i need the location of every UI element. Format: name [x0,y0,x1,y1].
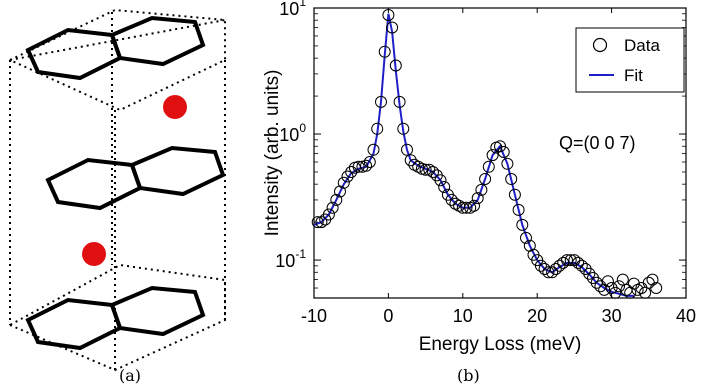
legend: Data Fit [575,27,685,93]
data-point [486,149,499,162]
data-point [334,185,346,198]
x-tick-label: 0 [383,306,393,326]
data-point [363,156,376,168]
data-point [468,199,480,212]
data-point [627,277,640,290]
data-point [616,273,629,286]
data-point [609,286,622,299]
data-point [501,157,514,170]
data-point [460,201,473,214]
y-tick-label: 100 [279,121,306,145]
y-tick-label: 10-1 [275,247,306,271]
data-point [482,160,495,173]
data-point [352,160,365,173]
data-point [386,21,399,34]
data-point [378,45,391,58]
x-axis-ticks: -10 0 10 20 30 40 [301,8,696,326]
intercalant-atom-lower [82,242,106,266]
data-point [572,256,585,269]
q-vector-annotation: Q=(0 0 7) [559,133,636,153]
x-tick-label: 10 [453,306,473,326]
data-point [479,173,492,185]
data-point [438,181,451,193]
data-point [367,143,380,156]
data-point [542,266,555,279]
data-point [382,9,395,21]
hexagon-layer-bottom [25,285,206,351]
data-point [456,201,469,214]
data-point [475,183,488,196]
x-axis-label: Energy Loss (meV) [419,334,582,355]
data-point [508,188,521,201]
data-point [371,122,384,135]
y-axis-ticks: 10-1 100 101 [275,0,686,299]
data-point [553,259,566,272]
data-point [375,95,387,108]
y-axis-label: Intensity (arb. units) [262,70,283,237]
x-tick-label: 30 [602,306,622,326]
data-point [315,216,328,229]
data-point [419,163,432,176]
data-point [401,143,413,156]
data-point [557,256,570,269]
data-point [341,170,354,183]
data-point [311,216,324,229]
data-point [575,259,588,272]
data-point [561,254,573,267]
data-point [646,273,659,286]
intercalant-atom-upper [163,95,187,119]
legend-data-label: Data [624,36,660,55]
data-point [549,263,562,275]
x-tick-label: 20 [527,306,547,326]
data-point [397,122,410,135]
data-point [434,174,447,187]
data-point [505,173,518,185]
data-point [494,140,506,153]
caption-b: (b) [457,366,480,385]
data-point [546,266,559,279]
data-point [497,146,510,158]
data-point [330,193,343,206]
data-point [613,280,625,293]
legend-data-marker [592,37,608,53]
data-point [404,154,417,167]
data-point [427,166,439,178]
data-point [471,192,484,205]
data-point [534,259,547,272]
data-point [326,201,339,214]
data-point [598,283,611,296]
data-point [564,254,577,267]
data-point [583,267,596,280]
data-point [389,59,402,72]
x-tick-label: -10 [301,306,327,326]
y-tick-label: 101 [279,0,306,19]
data-point [360,159,373,172]
spectrum-plot: -10 0 10 20 30 40 10-1 100 101 Energy Loss (meV… [262,0,696,355]
data-point [322,208,335,221]
hexagon-layer-middle [45,145,226,211]
hexagon-layer-top [25,15,206,81]
legend-box [575,27,685,93]
data-point [520,231,532,244]
data-point [568,254,581,267]
crystal-structure-diagram [9,8,226,372]
data-point [445,193,458,206]
data-point [650,282,663,294]
data-point [601,275,614,288]
data-point [512,203,525,216]
legend-fit-label: Fit [624,66,643,85]
caption-a: (a) [119,366,142,385]
data-point [516,218,529,231]
data-series [311,9,663,299]
x-tick-label: 40 [676,306,696,326]
data-point [393,95,406,108]
unit-cell-box [9,8,226,372]
data-point [337,176,350,189]
